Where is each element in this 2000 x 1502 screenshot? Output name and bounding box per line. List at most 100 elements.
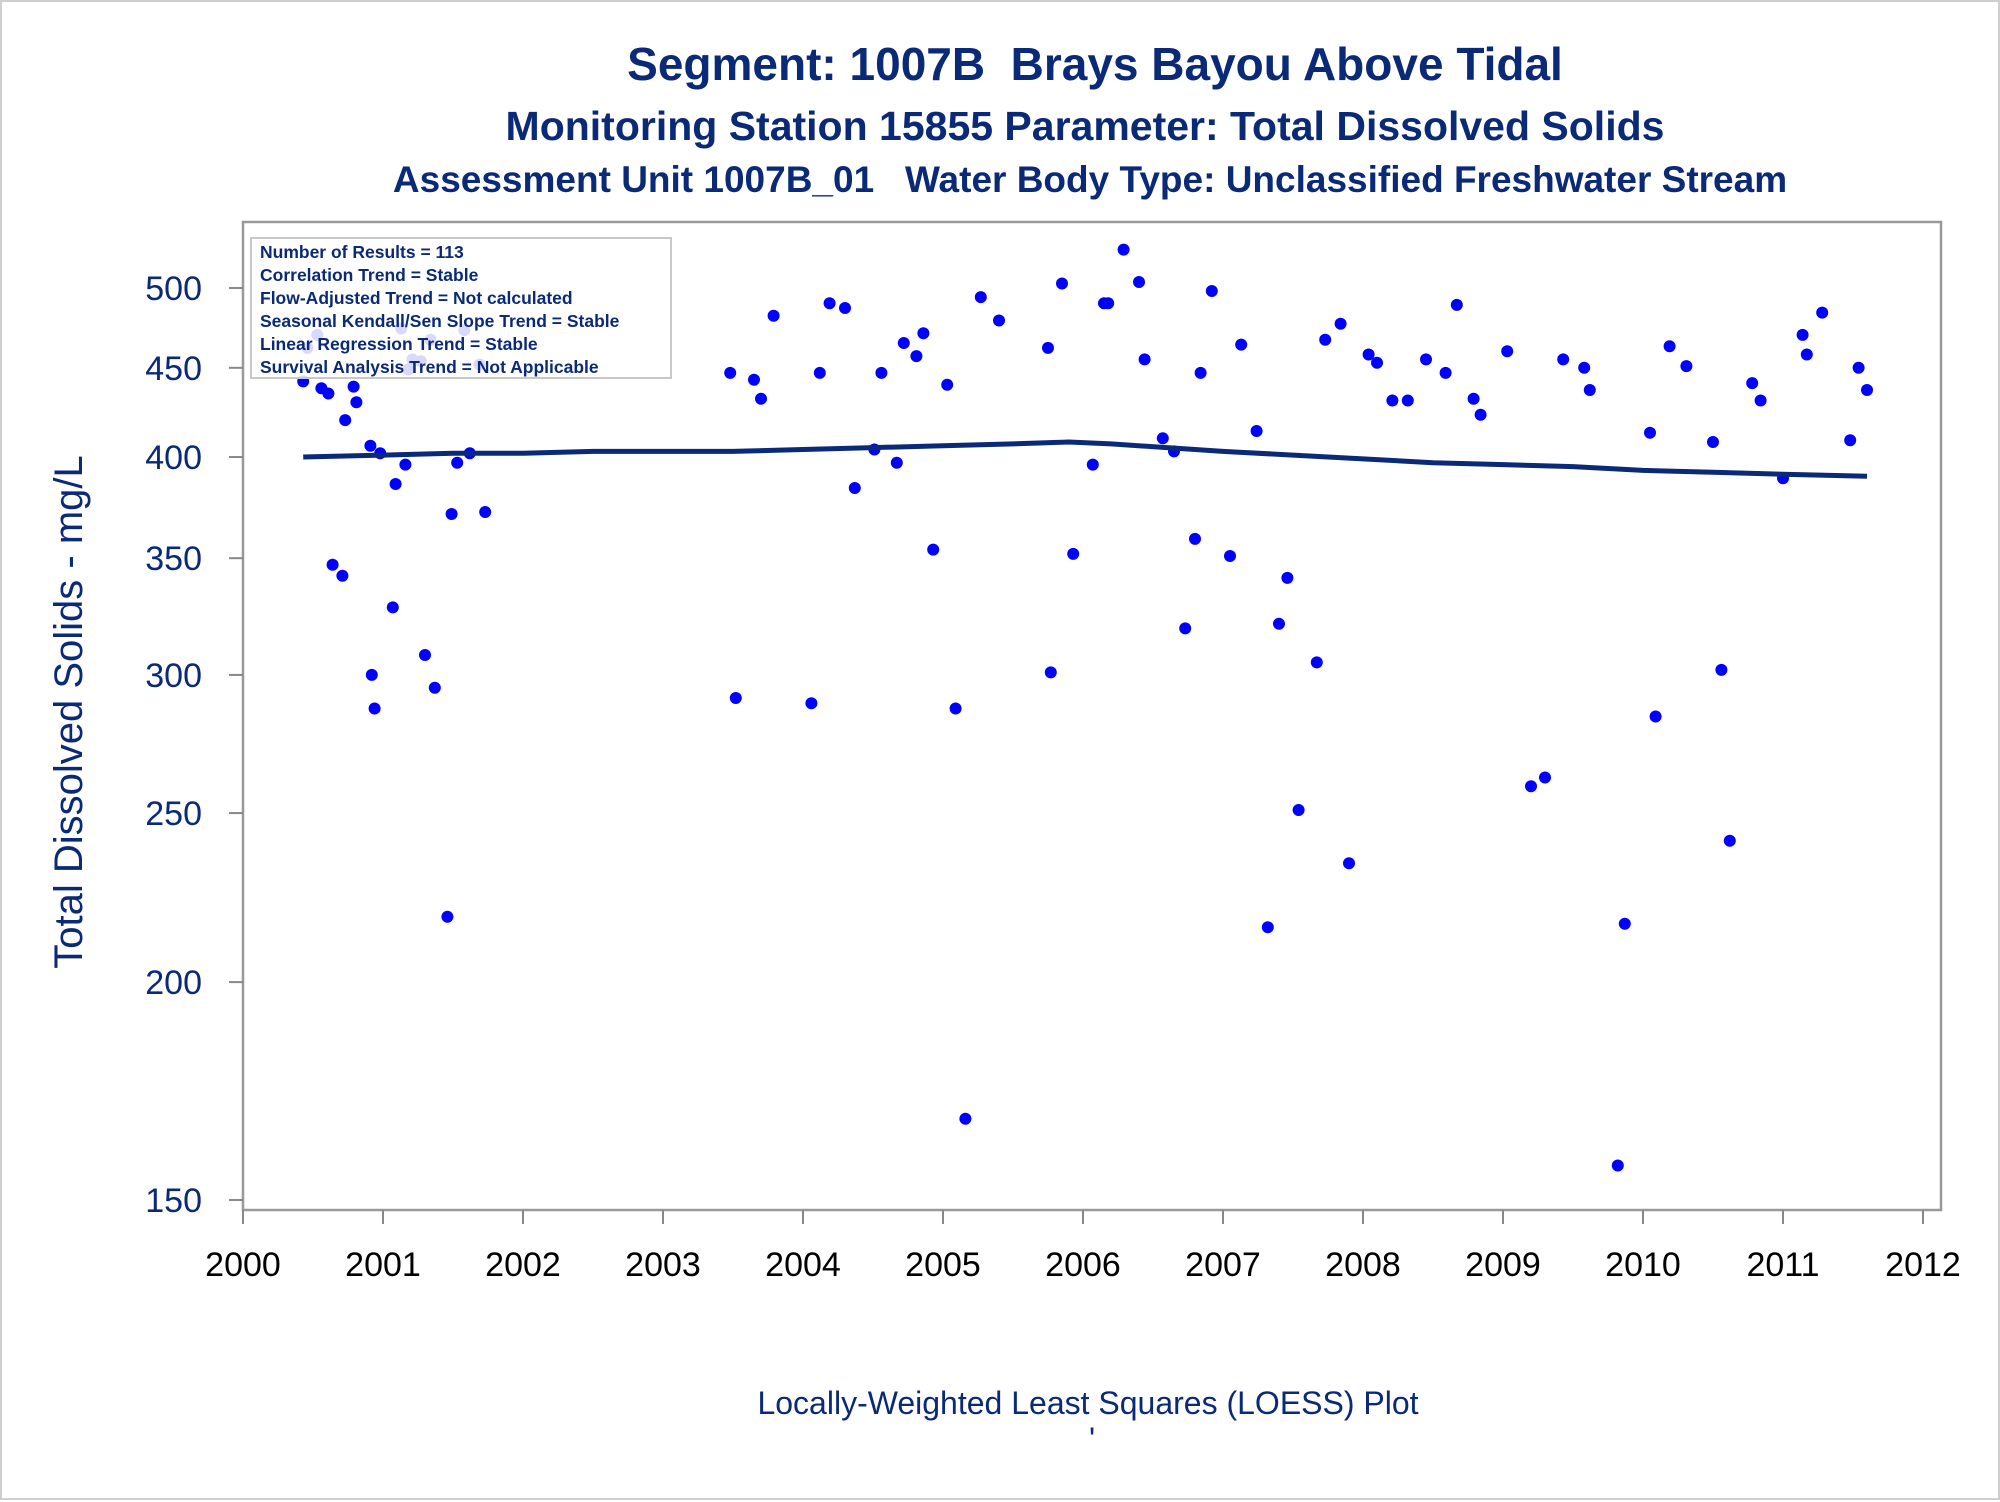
- data-point: [1194, 366, 1207, 379]
- data-point: [1723, 834, 1736, 847]
- data-point: [927, 543, 940, 556]
- data-point: [1205, 285, 1218, 297]
- data-point: [364, 439, 377, 452]
- x-tick-label: 2008: [1325, 1246, 1401, 1284]
- plot-area: [241, 220, 1943, 1212]
- x-tick-label: 2001: [345, 1246, 421, 1284]
- data-point: [339, 414, 352, 427]
- data-point: [1334, 317, 1347, 330]
- x-tick-label: 2003: [625, 1246, 701, 1284]
- data-point: [1281, 571, 1294, 584]
- data-point: [1371, 356, 1383, 369]
- data-point: [848, 482, 861, 494]
- data-point: [389, 478, 402, 490]
- data-point: [1707, 436, 1719, 448]
- data-point: [1796, 328, 1809, 341]
- data-point: [1319, 333, 1332, 346]
- data-point: [428, 681, 441, 694]
- data-point: [917, 327, 930, 340]
- data-point: [441, 910, 454, 923]
- data-point: [1362, 348, 1375, 361]
- data-point: [823, 297, 836, 310]
- data-point: [1816, 306, 1829, 319]
- x-tick-label: 2000: [205, 1246, 281, 1284]
- data-point: [1224, 550, 1236, 562]
- data-point: [1189, 532, 1201, 545]
- data-point: [729, 692, 742, 704]
- data-point: [1420, 353, 1432, 366]
- data-point: [1102, 297, 1115, 310]
- data-point: [451, 456, 464, 469]
- data-point: [805, 697, 818, 710]
- y-tick-label: 350: [145, 540, 202, 578]
- data-point: [1386, 394, 1399, 407]
- stats-line-flow-adjusted: Flow-Adjusted Trend = Not calculated: [260, 288, 573, 308]
- data-point: [1474, 408, 1487, 421]
- data-point: [1450, 298, 1463, 311]
- data-point: [1235, 338, 1248, 351]
- data-point: [1844, 434, 1857, 447]
- chart-subtitle: Monitoring Station 15855 Parameter: Tota…: [506, 103, 1665, 149]
- data-point: [1439, 366, 1452, 379]
- data-point: [1663, 340, 1676, 353]
- stats-box-border: [250, 237, 672, 379]
- data-point: [479, 506, 492, 518]
- stats-line-seasonal-kendall: Seasonal Kendall/Sen Slope Trend = Stabl…: [260, 311, 620, 331]
- x-tick-label: 2005: [905, 1246, 981, 1284]
- data-point: [897, 337, 910, 349]
- data-point: [1261, 921, 1274, 934]
- data-point: [1852, 361, 1865, 374]
- x-tick-label: 2004: [765, 1246, 841, 1284]
- data-point: [1501, 345, 1514, 358]
- data-point: [974, 291, 987, 304]
- x-axis: 2000 2001 2002 2003 2004 2005 2006 2007 2008 2009…: [205, 1210, 1961, 1284]
- y-tick-label: 400: [145, 439, 202, 477]
- data-point: [724, 366, 737, 379]
- x-tick-label: 2012: [1885, 1246, 1961, 1284]
- data-point: [1467, 392, 1480, 405]
- data-point: [1644, 426, 1656, 439]
- data-point: [813, 366, 826, 379]
- stats-line-results: Number of Results = 113: [260, 242, 464, 262]
- stats-line-survival-analysis: Survival Analysis Trend = Not Applicable: [260, 357, 599, 377]
- data-point: [910, 350, 923, 363]
- data-point: [1042, 341, 1054, 354]
- data-point: [1056, 277, 1068, 290]
- data-point: [365, 668, 378, 681]
- data-point: [875, 366, 888, 379]
- x-tick-label: 2007: [1185, 1246, 1261, 1284]
- data-point: [350, 396, 363, 409]
- y-tick-label: 200: [145, 964, 202, 1002]
- data-point: [941, 378, 954, 391]
- chart-subtitle-2: Assessment Unit 1007B_01 Water Body Type…: [393, 159, 1787, 200]
- data-point: [326, 558, 339, 571]
- data-point: [1618, 917, 1631, 930]
- data-point: [347, 380, 360, 393]
- y-tick-label: 450: [145, 350, 202, 388]
- data-point: [445, 508, 458, 520]
- data-point: [336, 569, 349, 582]
- data-point: [1861, 384, 1873, 396]
- data-point: [419, 649, 431, 661]
- data-point: [748, 373, 760, 386]
- data-point: [1649, 710, 1662, 723]
- data-point: [1800, 348, 1813, 361]
- stats-line-correlation: Correlation Trend = Stable: [260, 265, 479, 285]
- data-point: [1525, 780, 1537, 793]
- data-point: [1754, 394, 1767, 407]
- data-point: [1343, 857, 1355, 870]
- x-tick-label: 2011: [1746, 1246, 1819, 1284]
- x-tick-label: 2010: [1605, 1246, 1681, 1284]
- x-tick-label: 2006: [1045, 1246, 1121, 1284]
- data-point: [767, 309, 780, 322]
- y-tick-label: 500: [145, 270, 202, 308]
- data-point: [1557, 353, 1570, 366]
- footnote-mark: ': [1089, 1421, 1095, 1457]
- data-point: [1292, 804, 1305, 816]
- x-tick-label: 2009: [1465, 1246, 1541, 1284]
- data-point: [755, 392, 767, 405]
- y-tick-label: 150: [145, 1182, 202, 1220]
- chart-title: Segment: 1007B Brays Bayou Above Tidal: [627, 38, 1563, 90]
- data-point: [1067, 547, 1080, 560]
